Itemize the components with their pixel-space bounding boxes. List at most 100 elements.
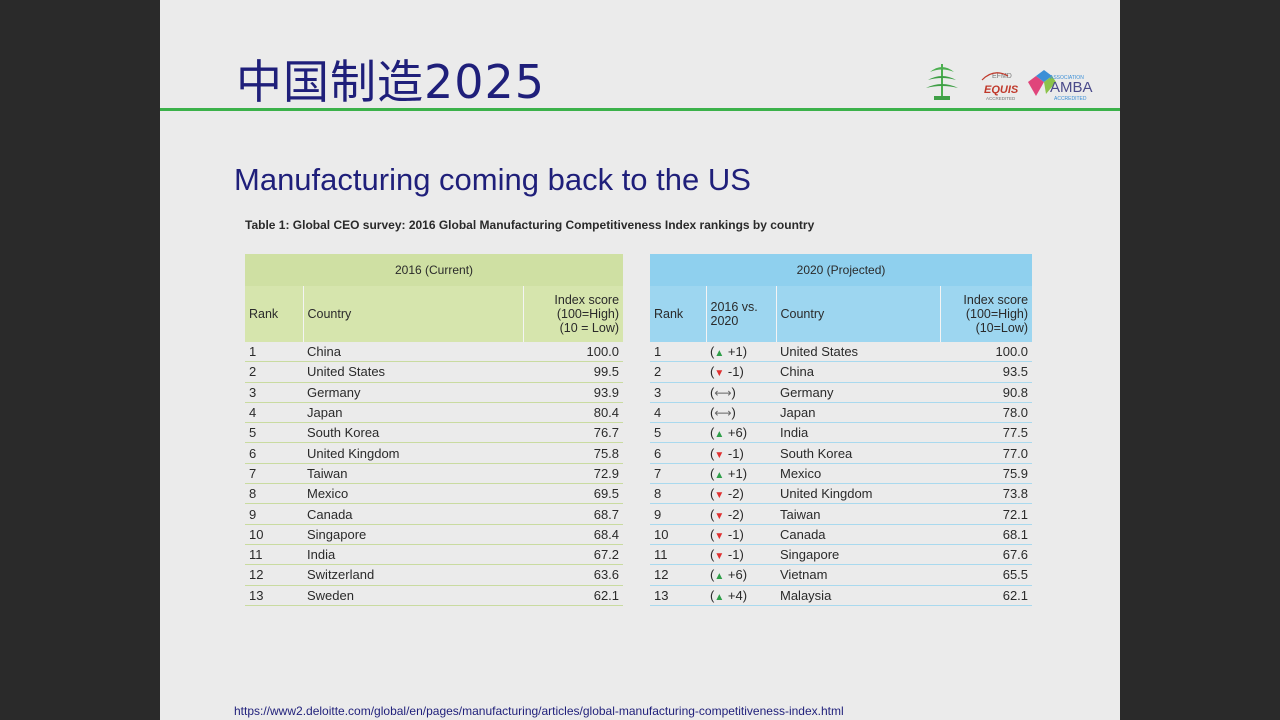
table-row: 10 (▼ -1) Canada 68.1 [650, 524, 1033, 545]
rank-cell: 11 [245, 544, 303, 566]
country-cell: Mexico [776, 463, 940, 485]
rank-cell: 9 [245, 503, 303, 525]
country-cell: Germany [303, 382, 523, 403]
up-arrow-icon: ▲ [714, 591, 725, 603]
change-cell: (▼ -1) [706, 524, 776, 545]
rank-cell: 11 [650, 544, 706, 566]
rank-cell: 10 [650, 524, 706, 545]
change-cell: (▲ +1) [706, 342, 776, 363]
rank-cell: 5 [650, 422, 706, 444]
table-row: 8 Mexico 69.5 [245, 483, 624, 505]
score-cell: 77.0 [940, 442, 1033, 464]
table-row: 3 (⟷) Germany 90.8 [650, 382, 1033, 403]
country-cell: Vietnam [776, 564, 940, 586]
slide: 中国制造2025 EFMD EQUIS ACCREDITED ASSOCIATI… [160, 0, 1120, 720]
up-arrow-icon: ▲ [714, 348, 725, 360]
equis-logo-icon: EFMD EQUIS ACCREDITED [981, 72, 1019, 101]
change-cell: (⟷) [706, 402, 776, 424]
slide-title: 中国制造2025 [236, 55, 546, 109]
source-link[interactable]: https://www2.deloitte.com/global/en/page… [234, 704, 844, 718]
country-cell: China [303, 342, 523, 363]
table-row: 1 China 100.0 [245, 342, 624, 363]
table-row: 2 United States 99.5 [245, 361, 624, 383]
country-cell: Singapore [776, 544, 940, 566]
rank-delta: -1 [727, 526, 740, 542]
score-cell: 62.1 [940, 585, 1033, 606]
svg-text:ASSOCIATION: ASSOCIATION [1050, 75, 1084, 81]
rank-cell: 12 [650, 564, 706, 586]
score-cell: 67.6 [940, 544, 1033, 566]
school-logo-icon [926, 64, 958, 100]
score-cell: 67.2 [523, 544, 624, 566]
no-change-icon: ⟷ [714, 406, 732, 421]
ranking-table-2020: 2020 (Projected) Rank 2016 vs. 2020 Count… [650, 254, 1033, 606]
score-cell: 100.0 [940, 342, 1033, 363]
up-arrow-icon: ▲ [714, 571, 725, 583]
column-header-country: Country [775, 286, 940, 342]
rank-cell: 2 [245, 361, 303, 383]
country-cell: South Korea [303, 422, 523, 444]
change-cell: (▲ +4) [706, 585, 776, 606]
change-cell: (▼ -2) [706, 483, 776, 505]
score-cell: 65.5 [940, 564, 1033, 586]
column-header-country: Country [302, 286, 523, 342]
change-cell: (▲ +6) [706, 422, 776, 444]
rank-cell: 1 [245, 342, 303, 363]
column-header-index-score: Index score (100=High) (10 = Low) [522, 286, 624, 342]
table-row: 11 India 67.2 [245, 544, 624, 566]
table-row: 12 (▲ +6) Vietnam 65.5 [650, 564, 1033, 586]
rank-delta: +4 [727, 587, 743, 603]
svg-text:AMBA: AMBA [1050, 79, 1093, 96]
country-cell: United Kingdom [303, 442, 523, 464]
score-cell: 75.8 [523, 442, 624, 464]
up-arrow-icon: ▲ [714, 429, 725, 441]
score-cell: 77.5 [940, 422, 1033, 444]
down-arrow-icon: ▼ [714, 530, 725, 542]
score-cell: 93.9 [523, 382, 624, 403]
table-row: 1 (▲ +1) United States 100.0 [650, 342, 1033, 363]
country-cell: India [776, 422, 940, 444]
change-cell: (▼ -1) [706, 442, 776, 464]
column-header-rank: Rank [650, 286, 706, 342]
rank-delta: +6 [727, 567, 743, 583]
table-row: 13 (▲ +4) Malaysia 62.1 [650, 585, 1033, 606]
rank-cell: 8 [245, 483, 303, 505]
rank-delta: +6 [727, 425, 743, 441]
rank-cell: 12 [245, 564, 303, 586]
score-cell: 63.6 [523, 564, 624, 586]
rank-cell: 13 [245, 585, 303, 606]
no-change-icon: ⟷ [714, 385, 732, 400]
change-cell: (▼ -2) [706, 503, 776, 525]
score-cell: 75.9 [940, 463, 1033, 485]
rank-cell: 4 [650, 402, 706, 424]
rank-delta: -2 [727, 486, 740, 502]
title-divider [160, 108, 1120, 111]
rank-delta: -2 [727, 506, 740, 522]
score-cell: 72.9 [523, 463, 624, 485]
table-row: 13 Sweden 62.1 [245, 585, 624, 606]
score-cell: 100.0 [523, 342, 624, 363]
column-header-change: 2016 vs. 2020 [705, 286, 776, 342]
country-cell: Germany [776, 382, 940, 403]
score-cell: 99.5 [523, 361, 624, 383]
country-cell: China [776, 361, 940, 383]
table-group-header-2020: 2020 (Projected) [650, 254, 1033, 286]
column-header-rank: Rank [245, 286, 303, 342]
ranking-table-2016: 2016 (Current) Rank Country Index score(… [245, 254, 624, 606]
table-row: 4 Japan 80.4 [245, 402, 624, 424]
score-cell: 78.0 [940, 402, 1033, 424]
rank-delta: +1 [727, 465, 743, 481]
country-cell: United States [303, 361, 523, 383]
country-cell: Singapore [303, 524, 523, 545]
svg-text:ACCREDITED: ACCREDITED [1054, 96, 1087, 102]
rank-cell: 3 [245, 382, 303, 403]
table-row: 9 (▼ -2) Taiwan 72.1 [650, 503, 1033, 525]
table-row: 12 Switzerland 63.6 [245, 564, 624, 586]
rank-cell: 13 [650, 585, 706, 606]
country-cell: United Kingdom [776, 483, 940, 505]
rank-cell: 3 [650, 382, 706, 403]
rank-cell: 2 [650, 361, 706, 383]
rank-delta: -1 [727, 547, 740, 563]
table-row: 8 (▼ -2) United Kingdom 73.8 [650, 483, 1033, 505]
rank-cell: 6 [245, 442, 303, 464]
